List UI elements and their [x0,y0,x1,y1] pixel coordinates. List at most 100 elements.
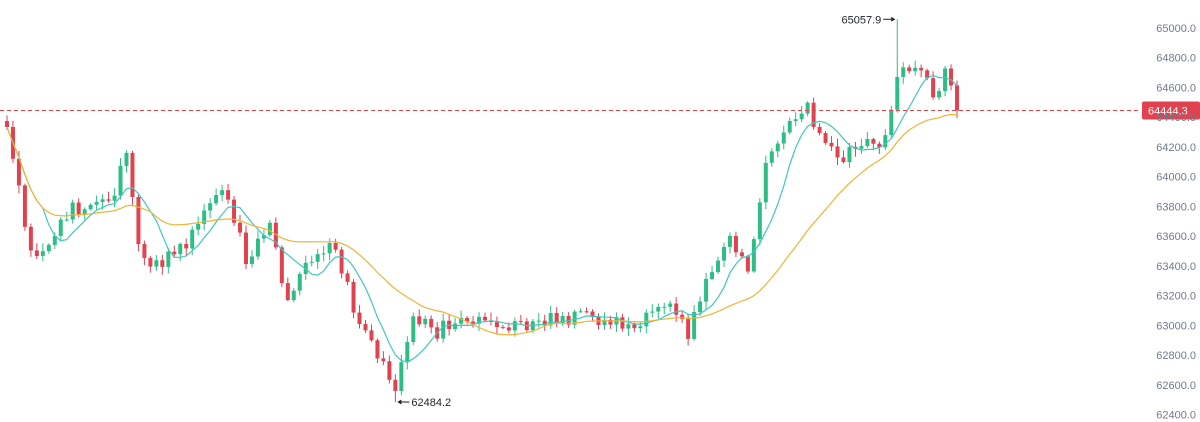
candle-body [841,157,846,163]
last-price-layer: 64444.3 [0,101,1200,120]
candle [626,317,631,337]
candle-body [172,251,177,255]
candle [841,150,846,164]
y-tick-label: 62600.0 [1156,380,1196,392]
max-annotation-arrowhead [891,16,896,22]
candle [488,312,493,326]
candle-body [811,102,816,127]
candle [901,62,906,84]
candle-body [901,67,906,77]
candle [375,338,380,364]
candle-body [70,202,75,220]
candle-body [793,119,798,122]
candle [166,248,171,274]
candle-body [721,246,726,261]
candle [387,355,392,384]
candle [267,219,272,237]
candle [465,316,470,325]
candle [853,141,858,157]
candle [482,312,487,323]
candle-body [339,249,344,274]
candle-body [202,210,207,224]
candle [279,245,284,288]
candle-body [710,272,715,279]
last-price-label: 64444.3 [1148,106,1188,118]
candle [333,238,338,253]
candle [405,336,410,370]
candles-layer [4,19,960,402]
candle-body [255,238,260,257]
candle [142,240,147,266]
candle-body [112,195,117,201]
candle-body [327,243,332,254]
y-tick-label: 63200.0 [1156,291,1196,303]
candle-body [739,252,744,257]
candle-body [656,307,661,312]
candle-body [602,319,607,326]
candle [357,305,362,329]
candle-body [913,67,918,72]
candle-body [847,146,852,163]
y-axis: 65000.0 64800.0 64600.0 64400.0 64200.0 64000… [1156,23,1196,422]
candle [638,321,643,333]
candle-body [662,306,667,308]
candle-body [423,318,428,325]
candle [130,150,135,205]
candle [22,183,27,231]
candle-body [190,229,195,249]
candle [261,229,266,244]
candle-body [465,317,470,322]
candle [351,279,356,319]
candle-body [417,316,422,325]
candle-body [88,204,93,210]
candle [429,315,434,334]
candle-body [937,91,942,98]
candle [554,307,559,328]
candle-body [399,362,404,391]
candle-body [805,102,810,114]
candle-body [58,219,63,236]
candle [686,314,691,346]
candle-body [100,199,105,202]
candle [769,148,774,167]
candle [232,196,237,226]
candle-body [638,326,643,329]
candle-body [76,202,81,215]
candle-body [650,311,655,313]
candle [46,243,51,254]
candle-body [459,317,464,324]
candle [94,195,99,210]
candle [512,317,517,337]
candle-body [309,261,314,263]
candle [919,64,924,78]
candle [614,312,619,332]
candle-body [727,235,732,247]
candle-body [363,324,368,331]
candle [178,242,183,261]
candle [214,188,219,206]
candle-body [82,209,87,215]
candle [745,254,750,274]
candle-body [751,239,756,272]
candle-body [226,190,231,200]
candle [662,302,667,315]
candle-body [925,70,930,79]
y-tick-label: 64200.0 [1156,142,1196,154]
candle [710,265,715,281]
candle [733,231,738,258]
candle-body [106,199,111,201]
candle [243,225,248,270]
candle-body [943,68,948,92]
candle-body [441,320,446,339]
candle-body [620,317,625,329]
candle [835,138,840,166]
candle [889,105,894,139]
candle [315,249,320,270]
y-tick-label: 63400.0 [1156,261,1196,273]
candle-body [285,283,290,301]
candle-body [118,165,123,196]
candle-body [829,142,834,147]
candle [291,288,296,303]
